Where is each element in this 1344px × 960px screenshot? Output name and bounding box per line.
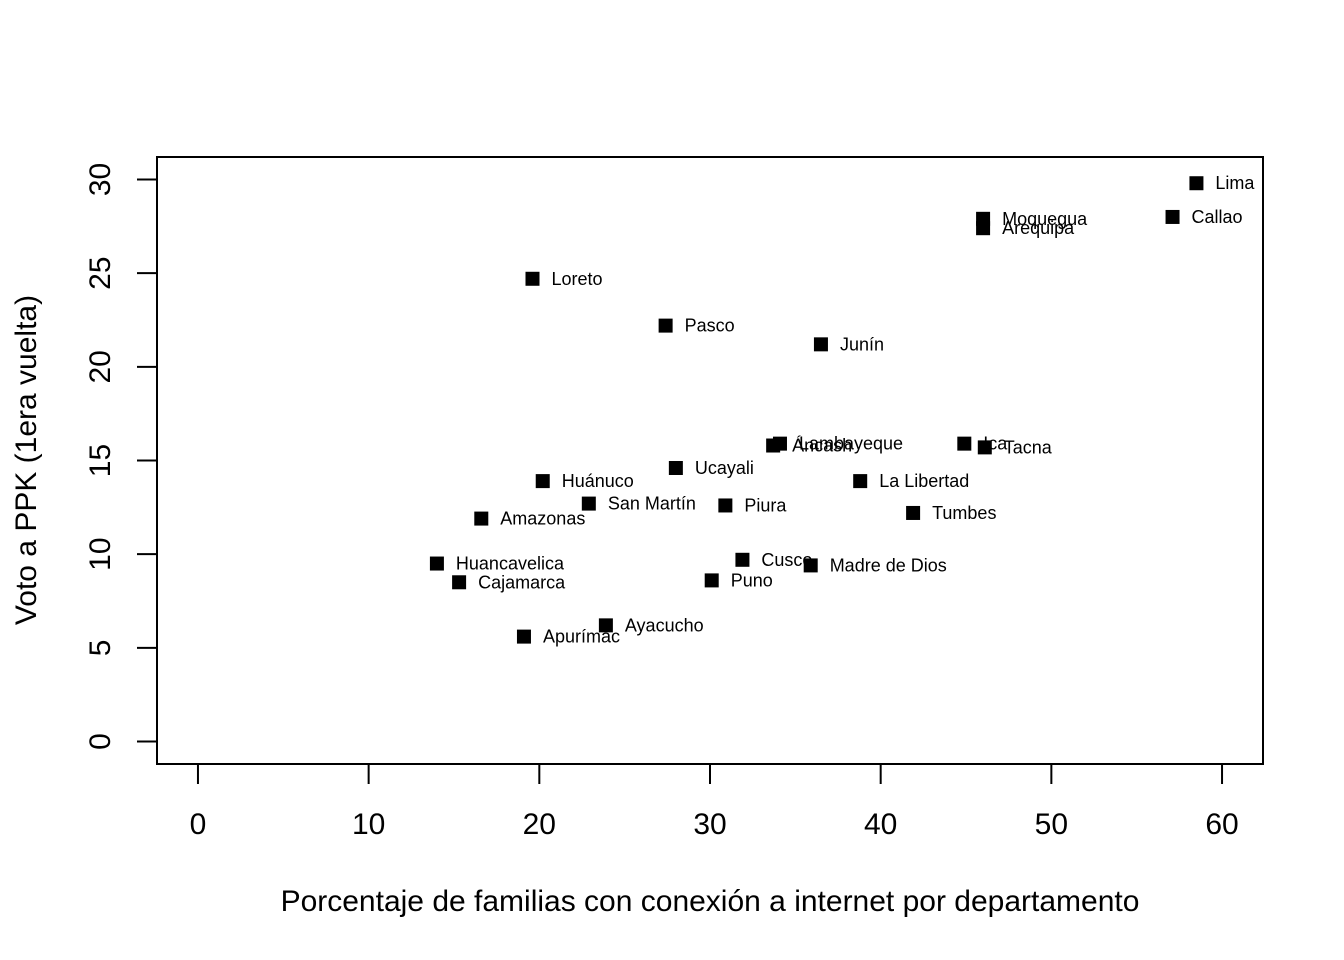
data-point <box>906 506 920 520</box>
y-axis-title: Voto a PPK (1era vuelta) <box>10 295 43 625</box>
data-point <box>705 573 719 587</box>
data-point <box>976 221 990 235</box>
y-tick-label: 25 <box>84 256 117 289</box>
point-label: Huancavelica <box>456 554 565 574</box>
data-point <box>1189 176 1203 190</box>
point-label: Ucayali <box>695 458 754 478</box>
data-point <box>735 553 749 567</box>
point-label: Madre de Dios <box>830 555 947 575</box>
data-point <box>525 272 539 286</box>
y-tick-label: 15 <box>84 444 117 477</box>
x-axis-title: Porcentaje de familias con conexión a in… <box>281 885 1140 918</box>
point-label: Callao <box>1192 207 1243 227</box>
y-tick-label: 20 <box>84 350 117 383</box>
x-tick-label: 40 <box>864 808 897 841</box>
data-point <box>669 461 683 475</box>
x-tick-label: 20 <box>523 808 556 841</box>
data-point <box>517 630 531 644</box>
y-tick-label: 10 <box>84 537 117 570</box>
point-label: Tumbes <box>932 503 996 523</box>
point-label: Puno <box>731 570 773 590</box>
y-tick-label: 0 <box>84 733 117 750</box>
point-label: Amazonas <box>500 509 585 529</box>
point-label: La Libertad <box>879 471 969 491</box>
point-label: Apurímac <box>543 627 620 647</box>
data-point <box>474 512 488 526</box>
data-point <box>1166 210 1180 224</box>
x-tick-label: 30 <box>693 808 726 841</box>
x-tick-label: 10 <box>352 808 385 841</box>
data-point <box>814 337 828 351</box>
x-axis: 0 10 20 30 40 50 60 <box>190 764 1239 841</box>
data-point <box>804 558 818 572</box>
data-point <box>452 575 466 589</box>
point-label: Huánuco <box>562 471 634 491</box>
data-point <box>536 474 550 488</box>
point-label: San Martín <box>608 494 696 514</box>
y-axis: 0 5 10 15 20 25 30 <box>84 163 157 750</box>
data-point <box>957 437 971 451</box>
data-points: LimaCallaoMoqueguaArequipaLoretoPascoJun… <box>430 173 1256 646</box>
point-label: Loreto <box>551 269 602 289</box>
point-label: Piura <box>744 495 787 515</box>
data-point <box>659 319 673 333</box>
x-tick-label: 60 <box>1205 808 1238 841</box>
data-point <box>766 439 780 453</box>
y-tick-label: 30 <box>84 163 117 196</box>
point-label: Ayacucho <box>625 615 704 635</box>
point-label: Tacna <box>1004 437 1053 457</box>
data-point <box>718 498 732 512</box>
x-tick-label: 50 <box>1035 808 1068 841</box>
data-point <box>853 474 867 488</box>
data-point <box>978 440 992 454</box>
point-label: Pasco <box>685 316 735 336</box>
point-label: Áncash <box>792 436 852 456</box>
point-label: Lima <box>1215 173 1255 193</box>
point-label: Junín <box>840 334 884 354</box>
point-label: Arequipa <box>1002 218 1075 238</box>
x-tick-label: 0 <box>190 808 207 841</box>
y-tick-label: 5 <box>84 640 117 657</box>
point-label: Cajamarca <box>478 572 566 592</box>
data-point <box>430 557 444 571</box>
